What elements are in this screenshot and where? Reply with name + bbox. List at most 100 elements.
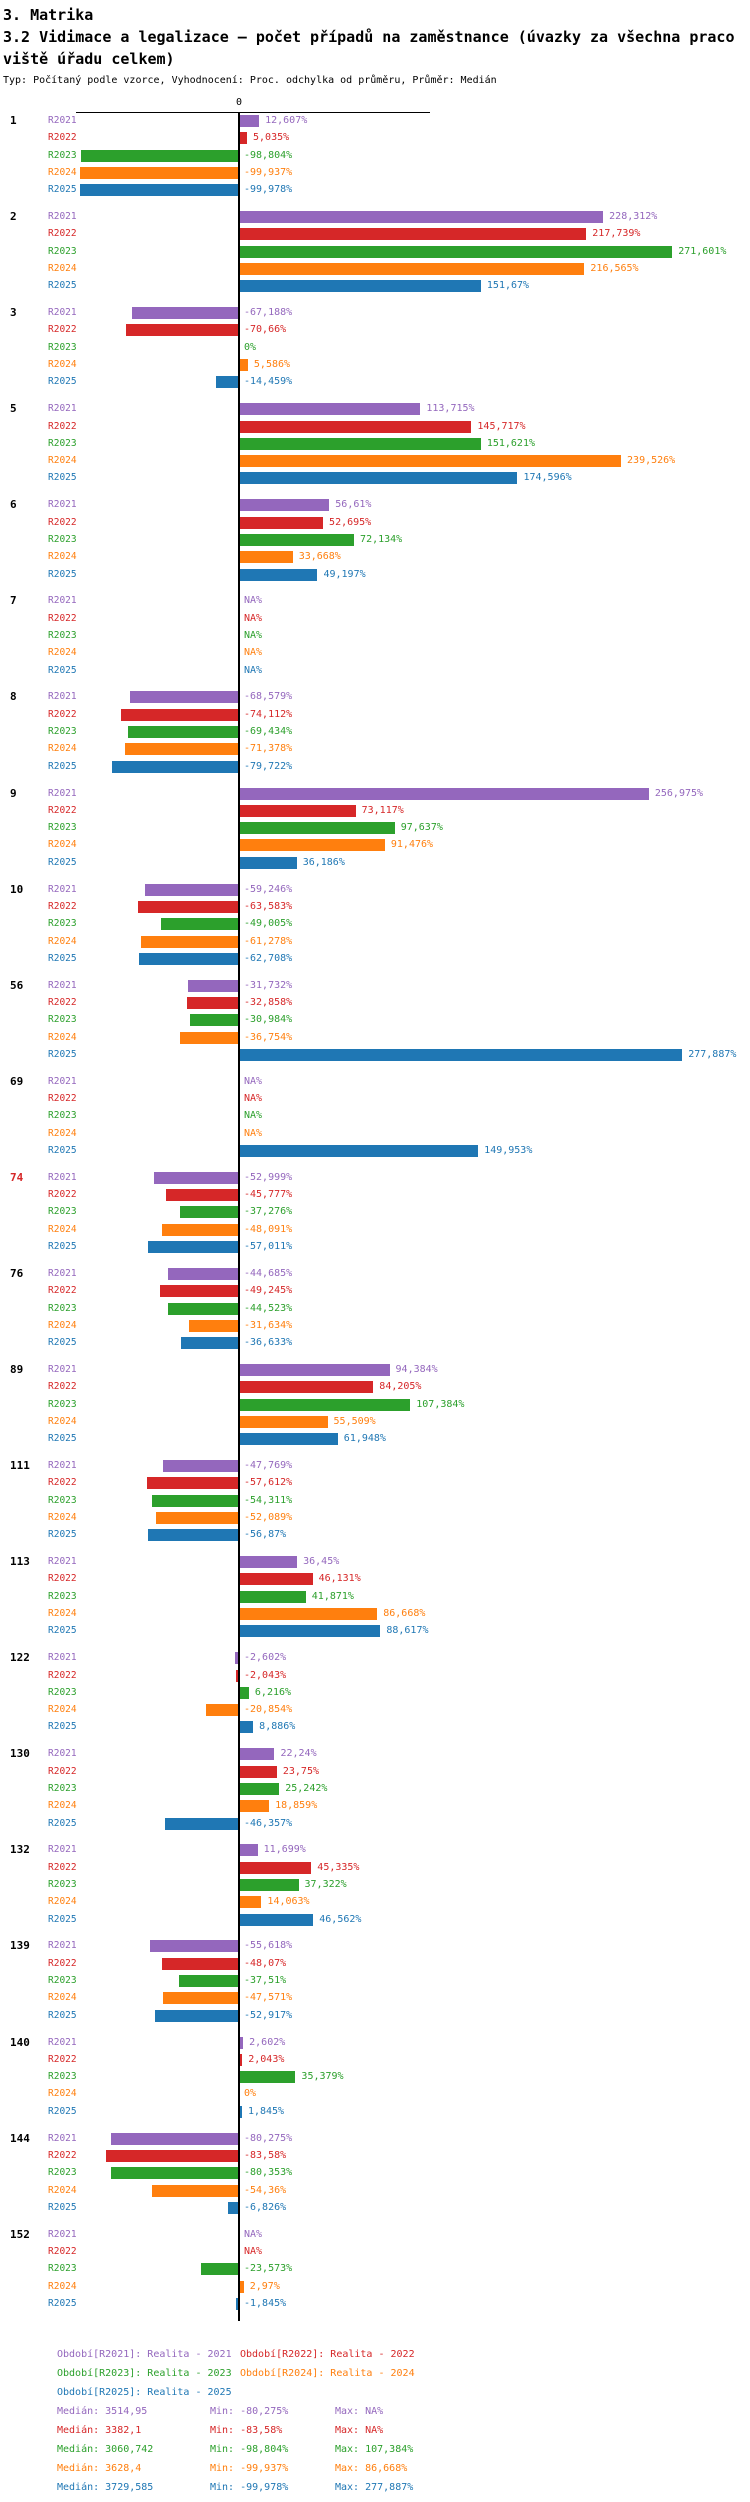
bar-row: R2023 -37,51% [0,1975,750,1992]
series-label: R2025 [48,1913,77,1925]
series-label: R2021 [48,2036,77,2048]
bar-row: R2021 -55,618% [0,1940,750,1957]
bar-group: 132 R2021 11,699% R2022 45,335% R2023 37,322% R… [0,1844,750,1930]
bar-row: R2023 -49,005% [0,918,750,935]
value-label: -47,769% [244,1460,293,1472]
series-label: R2025 [48,1433,77,1445]
value-label: 217,739% [592,228,641,240]
bar [141,935,239,948]
bar-row: R2025 174,596% [0,472,750,489]
series-label: R2022 [48,2246,77,2258]
bar [239,1364,390,1377]
value-label: -37,276% [244,1206,293,1218]
value-label: -6,826% [244,2201,287,2213]
series-label: R2024 [48,2184,77,2196]
bar-row: R2023 -54,311% [0,1494,750,1512]
bar-row: R2025 46,562% [0,1913,750,1931]
series-label: R2023 [48,1782,77,1794]
bar [239,1608,378,1621]
bar-row: R2023 0% [0,342,750,359]
bar-row: R2022 23,75% [0,1765,750,1783]
series-label: R2025 [48,376,77,388]
bar [239,2036,244,2049]
bar-row: R2021 228,312% [0,211,750,228]
value-label: 149,953% [484,1144,533,1156]
group-label: 74 [10,1170,24,1184]
bar-row: R2025 1,845% [0,2105,750,2123]
value-label: -98,804% [244,149,293,161]
bar [129,691,239,704]
bar [167,1267,239,1280]
bar-row: R2024 -48,091% [0,1223,750,1241]
value-label: 94,384% [395,1364,438,1376]
bar [236,2297,239,2310]
value-label: -55,618% [244,1940,293,1952]
bar-row: R2023 -30,984% [0,1014,750,1031]
bar [160,918,239,931]
group-label: 132 [10,1843,30,1857]
stat-max: Max: 86,668% [335,2463,408,2475]
value-label: 145,717% [477,420,526,432]
bar [239,359,248,372]
series-label: R2023 [48,1398,77,1410]
bar-row: R2021 -2,602% [0,1652,750,1669]
value-label: -49,005% [244,918,293,930]
bar [110,2132,239,2145]
series-label: R2023 [48,1014,77,1026]
bar-group: 122 R2021 -2,602% R2022 -2,043% R2023 6,216% R2… [0,1652,750,1738]
series-label: R2023 [48,149,77,161]
bar [239,1556,298,1569]
bar-row: R2021 11,699% [0,1844,750,1861]
series-label: R2025 [48,184,77,196]
bar-row: R2021 256,975% [0,787,750,805]
bar-row: R2024 91,476% [0,839,750,856]
series-label: R2021 [48,1364,77,1376]
bar [239,1573,313,1586]
group-label: 76 [10,1266,24,1280]
value-label: -68,579% [244,691,293,703]
value-label: -32,858% [244,997,293,1008]
bar-row: R2022 2,043% [0,2053,750,2071]
series-label: R2024 [48,262,77,274]
group-label: 6 [10,498,17,512]
series-label: R2025 [48,2009,77,2021]
stat-max: Max: NA% [335,2406,384,2418]
bar-group: 6 R2021 56,61% R2022 52,695% R2023 72,134% R202… [0,499,750,585]
stat-median: Medián: 3382,1 [57,2425,142,2437]
value-label: -71,378% [244,743,293,755]
bar-row: R2021 12,607% [0,115,750,132]
series-label: R2023 [48,245,77,257]
value-label: -2,043% [244,1669,287,1681]
series-label: R2021 [48,499,77,511]
bar [239,2053,243,2066]
value-label: -54,311% [244,1494,293,1506]
bar-row: R2024 216,565% [0,262,750,280]
value-label: 97,637% [400,822,443,834]
series-label: R2024 [48,1704,77,1716]
bar [239,1048,683,1061]
bar [239,2280,244,2293]
bar-group: 56 R2021 -31,732% R2022 -32,858% R2023 -30,984… [0,979,750,1066]
series-label: R2025 [48,2201,77,2213]
bar-row: R2021 36,45% [0,1556,750,1573]
bar-row: R2025 36,186% [0,856,750,874]
bar [120,708,239,721]
value-label: 5,035% [253,132,290,144]
bar-row: R2025 -36,633% [0,1337,750,1354]
series-label: R2025 [48,760,77,772]
bar-row: R2023 35,379% [0,2071,750,2088]
bar [188,979,239,992]
bar-row: R2025 277,887% [0,1048,750,1066]
bar [105,2149,239,2162]
series-label: R2025 [48,1625,77,1637]
bar [239,420,472,433]
value-label: 73,117% [361,804,404,816]
value-label: -36,633% [244,1337,293,1349]
value-label: -79,722% [244,760,293,772]
bar-row: R2023 6,216% [0,1686,750,1704]
series-label: R2021 [48,2228,77,2240]
bar [239,499,330,512]
chart-subtitle: Typ: Počítaný podle vzorce, Vyhodnocení:… [3,75,497,86]
series-label: R2025 [48,568,77,580]
bar-row: R2025 8,886% [0,1721,750,1738]
